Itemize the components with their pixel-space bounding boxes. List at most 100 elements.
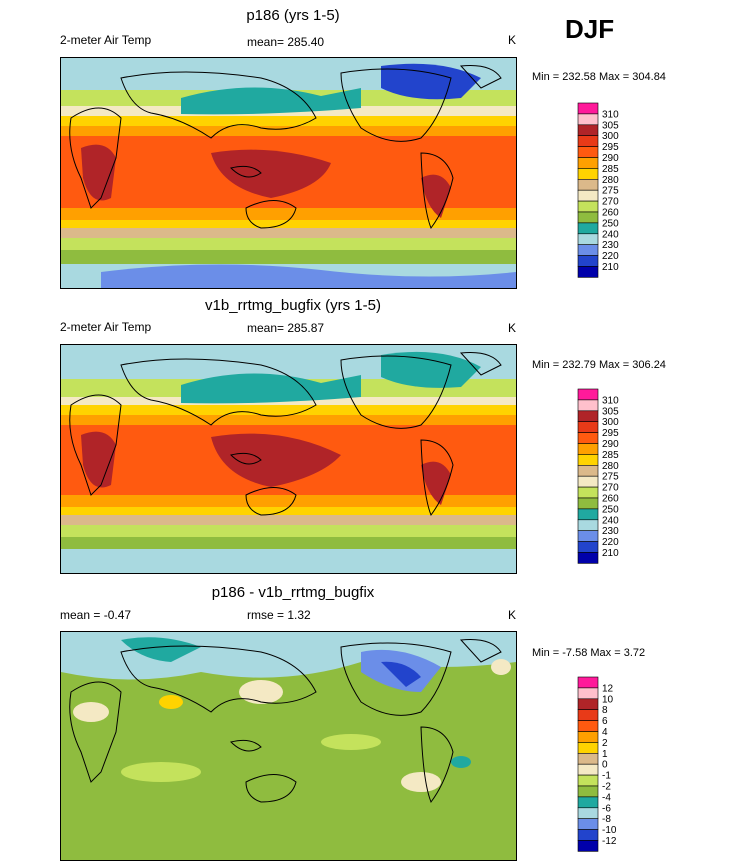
colorbar-tick-label: 220 xyxy=(602,251,619,262)
colorbar-tick-label: -12 xyxy=(602,836,617,847)
colorbar-tick-label: -2 xyxy=(602,782,611,793)
panel-3-minmax: Min = -7.58 Max = 3.72 xyxy=(532,647,646,659)
colorbar-tick-label: 220 xyxy=(602,537,619,548)
colorbar-tick-label: 270 xyxy=(602,483,619,494)
panel-2-variable-label: 2-meter Air Temp xyxy=(60,320,152,334)
colorbar-tick-label: 250 xyxy=(602,218,619,229)
panel-2-minmax: Min = 232.79 Max = 306.24 xyxy=(532,359,666,371)
colorbar-swatch xyxy=(577,731,599,743)
colorbar-swatch xyxy=(577,421,599,433)
colorbar-swatch xyxy=(577,200,599,213)
colorbar-swatch xyxy=(577,763,599,776)
colorbar-swatch xyxy=(577,432,599,444)
colorbar-tick-label: -4 xyxy=(602,792,611,803)
colorbar-swatch xyxy=(577,135,599,147)
panel-3-title: p186 - v1b_rrtmg_bugfix xyxy=(211,584,375,601)
colorbar-swatch xyxy=(577,530,599,542)
colorbar-swatch xyxy=(577,829,599,841)
panel-3-map xyxy=(60,631,517,861)
colorbar-tick-label: 1 xyxy=(602,749,608,760)
panel-1-title: p186 (yrs 1-5) xyxy=(246,7,340,24)
colorbar-swatch xyxy=(577,113,599,126)
colorbar-tick-label: 290 xyxy=(602,153,619,164)
colorbar-swatch xyxy=(577,157,599,169)
colorbar-swatch xyxy=(577,698,599,710)
panel-1-mean: mean= 285.40 xyxy=(247,35,325,49)
colorbar-tick-label: -6 xyxy=(602,803,611,814)
panel-1-unit: K xyxy=(508,33,517,47)
colorbar-tick-label: -10 xyxy=(602,825,617,836)
panel-3-mean: mean = -0.47 xyxy=(60,608,132,622)
colorbar-swatch xyxy=(577,742,599,754)
season-label: DJF xyxy=(565,14,615,44)
colorbar-swatch xyxy=(577,807,599,820)
colorbar-tick-label: 260 xyxy=(602,494,619,505)
colorbar-tick-label: 10 xyxy=(602,694,614,705)
colorbar-swatch xyxy=(577,508,599,521)
panel-1-map xyxy=(60,57,517,289)
colorbar-swatch xyxy=(577,753,599,765)
colorbar-tick-label: 275 xyxy=(602,472,619,483)
colorbar-swatch xyxy=(577,840,599,852)
panel-2-mean: mean= 285.87 xyxy=(247,321,325,335)
colorbar-tick-label: 300 xyxy=(602,131,619,142)
colorbar-swatch xyxy=(577,541,599,553)
panel-1-colorbar: 310 305 300 295 290 285 280 275 270 260 250 240 230 2… xyxy=(577,102,638,283)
colorbar-tick-label: 300 xyxy=(602,417,619,428)
colorbar-tick-label: 250 xyxy=(602,504,619,515)
colorbar-swatch xyxy=(577,774,599,787)
colorbar-tick-label: 260 xyxy=(602,208,619,219)
colorbar-tick-label: 275 xyxy=(602,186,619,197)
colorbar-tick-label: 2 xyxy=(602,738,608,749)
panel-3-colorbar: 12 10 8 6 4 2 1 0 -1 -2 -4 -6 -8 -10 -12 xyxy=(577,676,638,857)
colorbar-swatch xyxy=(577,189,599,202)
colorbar-tick-label: 240 xyxy=(602,229,619,240)
panel-2-map xyxy=(60,344,517,574)
colorbar-tick-label: 285 xyxy=(602,450,619,461)
colorbar-tick-label: 230 xyxy=(602,526,619,537)
colorbar-tick-label: 285 xyxy=(602,164,619,175)
colorbar-swatch xyxy=(577,399,599,412)
colorbar-swatch xyxy=(577,552,599,564)
colorbar-swatch xyxy=(577,266,599,278)
colorbar-tick-label: 310 xyxy=(602,109,619,120)
colorbar-swatch xyxy=(577,676,599,689)
colorbar-swatch xyxy=(577,124,599,136)
colorbar-swatch xyxy=(577,179,599,191)
colorbar-swatch xyxy=(577,410,599,422)
colorbar-swatch xyxy=(577,497,599,510)
panel-2-unit: K xyxy=(508,321,517,335)
colorbar-tick-label: 295 xyxy=(602,142,619,153)
colorbar-tick-label: 4 xyxy=(602,727,608,738)
colorbar-swatch xyxy=(577,443,599,455)
colorbar-tick-label: -1 xyxy=(602,771,611,782)
panel-3-unit: K xyxy=(508,608,517,622)
colorbar-tick-label: 8 xyxy=(602,705,608,716)
colorbar-swatch xyxy=(577,102,599,115)
colorbar-swatch xyxy=(577,785,599,798)
colorbar-tick-label: 210 xyxy=(602,262,619,273)
colorbar-tick-label: 270 xyxy=(602,197,619,208)
colorbar-tick-label: 290 xyxy=(602,439,619,450)
colorbar-tick-label: 305 xyxy=(602,120,619,131)
colorbar-tick-label: 0 xyxy=(602,760,608,771)
colorbar-swatch xyxy=(577,796,599,809)
colorbar-swatch xyxy=(577,818,599,830)
colorbar-tick-label: 295 xyxy=(602,428,619,439)
colorbar-tick-label: 12 xyxy=(602,683,614,694)
colorbar-tick-label: 230 xyxy=(602,240,619,251)
colorbar-swatch xyxy=(577,244,599,256)
panel-3-rmse: rmse = 1.32 xyxy=(247,608,311,622)
panel-2-colorbar: 310 305 300 295 290 285 280 275 270 260 250 240 230 2… xyxy=(577,388,638,569)
colorbar-swatch xyxy=(577,211,599,224)
colorbar-tick-label: 280 xyxy=(602,461,619,472)
colorbar-swatch xyxy=(577,720,599,732)
colorbar-swatch xyxy=(577,465,599,477)
colorbar-swatch xyxy=(577,519,599,532)
colorbar-swatch xyxy=(577,222,599,235)
colorbar-swatch xyxy=(577,146,599,158)
colorbar-swatch xyxy=(577,255,599,267)
panel-1-variable-label: 2-meter Air Temp xyxy=(60,33,152,47)
colorbar-tick-label: 6 xyxy=(602,716,608,727)
colorbar-tick-label: -8 xyxy=(602,814,611,825)
